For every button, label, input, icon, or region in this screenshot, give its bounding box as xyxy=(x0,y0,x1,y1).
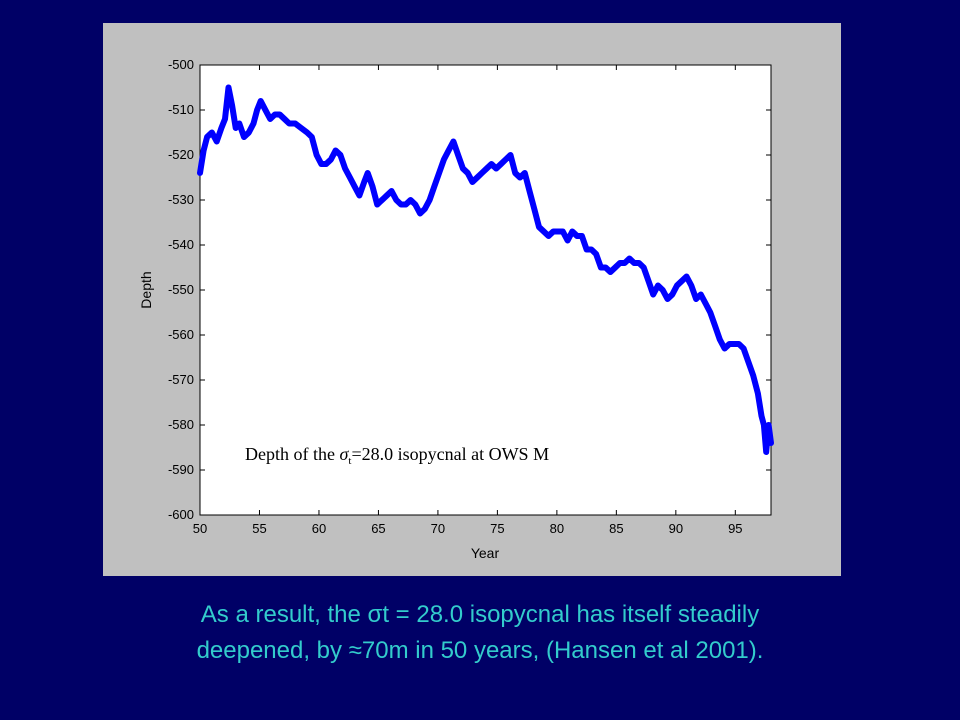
caption-sigma: σ xyxy=(367,601,383,628)
y-tick-label: -530 xyxy=(168,192,194,207)
y-tick-label: -580 xyxy=(168,417,194,432)
slide-caption: As a result, the σt = 28.0 isopycnal has… xyxy=(0,597,960,669)
x-tick-label: 50 xyxy=(193,521,207,536)
annotation-suffix: =28.0 isopycnal at OWS M xyxy=(351,444,549,464)
y-tick-label: -550 xyxy=(168,282,194,297)
annotation-subscript: t xyxy=(348,455,351,467)
caption-line-2-suffix: 70m in 50 years, (Hansen et al 2001). xyxy=(361,637,764,664)
y-tick-label: -500 xyxy=(168,57,194,72)
y-tick-label: -590 xyxy=(168,462,194,477)
figure-panel: 50 55 60 65 70 75 80 85 90 95 -500 -510 -520 -530 -54… xyxy=(103,23,841,576)
y-tick-label: -560 xyxy=(168,327,194,342)
x-tick-label: 70 xyxy=(431,521,445,536)
x-tick-label: 55 xyxy=(252,521,266,536)
x-tick-label: 85 xyxy=(609,521,623,536)
caption-line-2-prefix: deepened, by xyxy=(196,637,349,664)
x-tick-label: 90 xyxy=(669,521,683,536)
y-tick-label: -520 xyxy=(168,147,194,162)
y-tick-label: -570 xyxy=(168,372,194,387)
x-tick-label: 80 xyxy=(550,521,564,536)
y-tick-label: -600 xyxy=(168,507,194,522)
caption-approx: ≈ xyxy=(348,637,362,664)
caption-line-1-suffix: t = 28.0 isopycnal has itself steadily xyxy=(382,601,760,628)
x-axis-label: Year xyxy=(471,545,500,561)
series-line xyxy=(197,84,774,455)
depth-chart: 50 55 60 65 70 75 80 85 90 95 -500 -510 -520 -530 -54… xyxy=(138,57,774,561)
y-axis-ticks: -500 -510 -520 -530 -540 -550 -560 -570 -580 -590… xyxy=(168,57,771,522)
y-tick-label: -540 xyxy=(168,237,194,252)
annotation-prefix: Depth of the xyxy=(245,444,339,464)
caption-line-1-prefix: As a result, the xyxy=(200,601,368,628)
x-axis-ticks: 50 55 60 65 70 75 80 85 90 95 xyxy=(193,65,743,536)
x-tick-label: 60 xyxy=(312,521,326,536)
y-axis-label: Depth xyxy=(138,271,154,308)
x-tick-label: 75 xyxy=(490,521,504,536)
chart-annotation: Depth of the σt=28.0 isopycnal at OWS M xyxy=(245,444,549,467)
caption-line-1: As a result, the σt = 28.0 isopycnal has… xyxy=(0,597,960,633)
x-tick-label: 65 xyxy=(371,521,385,536)
caption-line-2: deepened, by ≈70m in 50 years, (Hansen e… xyxy=(0,633,960,669)
y-tick-label: -510 xyxy=(168,102,194,117)
x-tick-label: 95 xyxy=(728,521,742,536)
sigma-symbol: σ xyxy=(339,444,349,464)
